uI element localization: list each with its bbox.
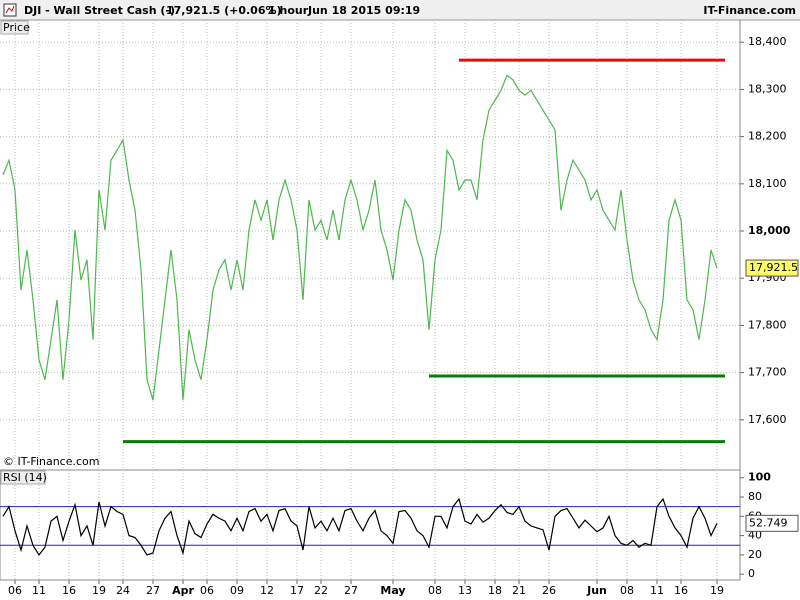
y-tick-label: 17,600 (748, 413, 787, 426)
x-tick-label: 08 (620, 584, 634, 597)
series-line (2, 497, 718, 556)
last-value-box (745, 514, 799, 532)
y-tick-label: 17,700 (748, 366, 787, 379)
last-value-label: 17,921.5 (749, 261, 798, 274)
x-tick-label: 11 (650, 584, 664, 597)
y-tick-label: 0 (748, 567, 755, 580)
icon (3, 3, 17, 17)
x-tick-label: Apr (172, 584, 194, 597)
panel-tag (0, 470, 46, 485)
x-tick-label: May (380, 584, 405, 597)
icon-line (5, 5, 15, 14)
y-tick-label: 100 (748, 471, 771, 484)
y-tick-label: 18,100 (748, 177, 787, 190)
period: 1 hour (268, 4, 309, 17)
x-tick-label: 22 (314, 584, 328, 597)
x-tick-label: 27 (146, 584, 160, 597)
y-tick-label: 80 (748, 490, 762, 503)
datetime: Jun 18 2015 09:19 (307, 4, 420, 17)
y-tick-label: 18,300 (748, 82, 787, 95)
y-tick-label: 20 (748, 548, 762, 561)
y-tick-label: 18,200 (748, 130, 787, 143)
series-line (2, 74, 718, 401)
site: IT-Finance.com (703, 4, 796, 17)
last-value-label: 52.749 (749, 516, 788, 529)
x-tick-label: Jun (586, 584, 607, 597)
x-tick-label: 09 (230, 584, 244, 597)
panel-title: Price (3, 21, 30, 34)
x-tick-label: 06 (8, 584, 22, 597)
x-tick-label: 06 (200, 584, 214, 597)
x-tick-label: 17 (290, 584, 304, 597)
symbol: DJI - Wall Street Cash (-) (24, 4, 175, 17)
x-tick-label: 19 (92, 584, 106, 597)
x-tick-label: 13 (458, 584, 472, 597)
x-tick-label: 16 (674, 584, 688, 597)
y-tick-label: 18,400 (748, 35, 787, 48)
x-tick-label: 18 (488, 584, 502, 597)
header: DJI - Wall Street Cash (-) 17,921.5 (+0.… (3, 3, 796, 17)
y-tick-label: 40 (748, 529, 762, 542)
panel-title: RSI (14) (3, 471, 47, 484)
quote: 17,921.5 (+0.06%) (166, 4, 282, 17)
x-tick-label: 21 (512, 584, 526, 597)
x-tick-label: 24 (116, 584, 130, 597)
rsi-frame (0, 469, 741, 581)
x-tick-label: 26 (542, 584, 556, 597)
source: © IT-Finance.com (3, 455, 100, 468)
header-bar (0, 0, 800, 20)
x-tick-label: 08 (428, 584, 442, 597)
x-tick-label: 27 (344, 584, 358, 597)
x-tick-label: 12 (260, 584, 274, 597)
x-tick-label: 11 (32, 584, 46, 597)
x-tick-label: 19 (710, 584, 724, 597)
y-tick-label: 18,000 (748, 224, 791, 237)
y-tick-label: 17,800 (748, 318, 787, 331)
x-tick-label: 16 (62, 584, 76, 597)
last-value-box (745, 259, 799, 277)
